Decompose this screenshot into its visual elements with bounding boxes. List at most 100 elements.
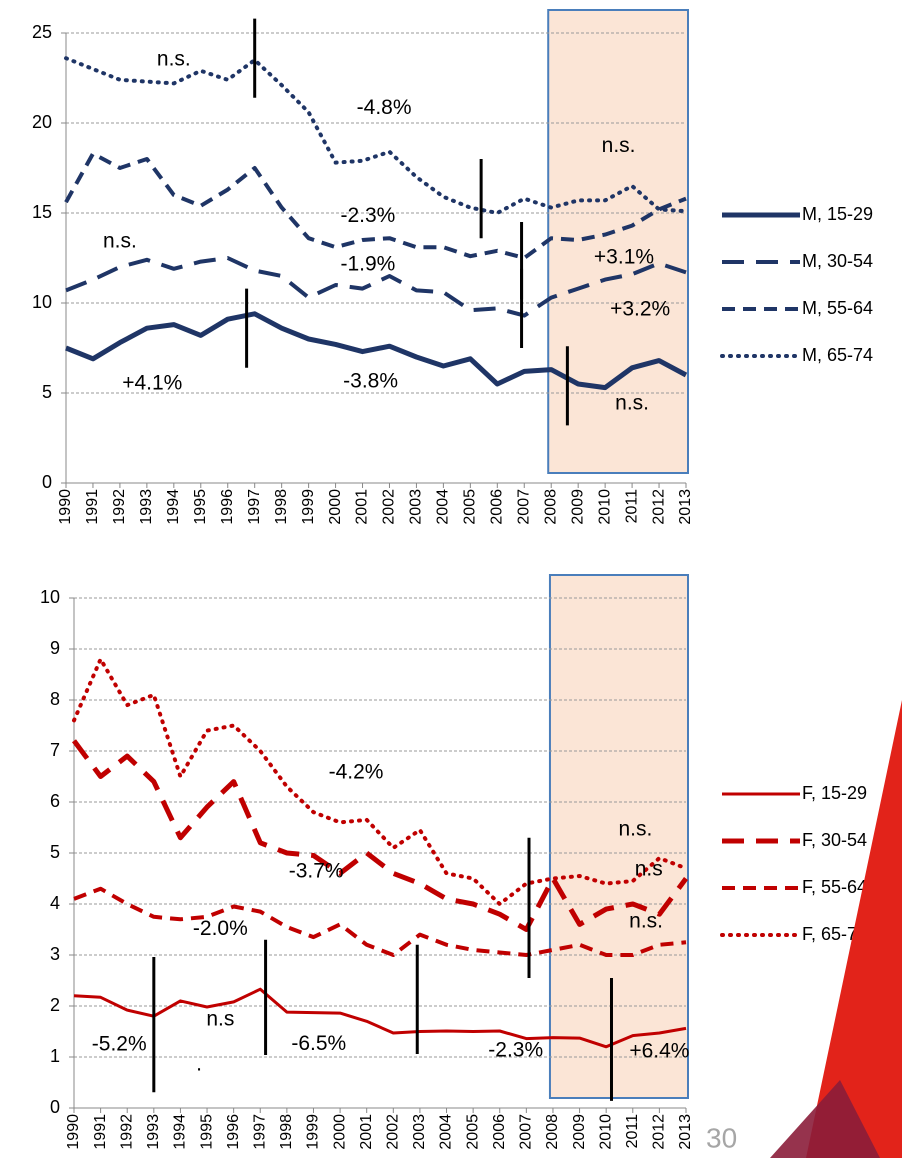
x-tick-label: 2007 (518, 1114, 535, 1150)
annotation: -2.3% (340, 204, 395, 227)
x-tick-label: 2004 (438, 1114, 455, 1150)
x-tick-label: 2000 (331, 1114, 348, 1150)
x-tick-label: 1997 (246, 489, 263, 525)
annotation: -1.9% (340, 253, 395, 276)
decoration (770, 1080, 880, 1158)
highlight-region (548, 574, 690, 1099)
legend-label: M, 55-64 (802, 298, 873, 318)
annotation: -4.2% (329, 760, 384, 783)
annotation: -5.2% (92, 1032, 147, 1055)
x-tick-label: 2013 (677, 1114, 694, 1150)
y-tick-label: 5 (42, 382, 52, 402)
x-tick-label: 1990 (57, 489, 74, 525)
legend-label: F, 65-74 (802, 924, 867, 944)
x-tick-label: 1991 (84, 489, 101, 525)
annotation: -3.7% (289, 859, 344, 882)
x-tick-label: 2005 (462, 489, 479, 525)
annotation: +6.4% (629, 1039, 689, 1062)
x-tick-label: 2004 (435, 489, 452, 525)
decoration (806, 700, 902, 1158)
x-tick-label: 1990 (65, 1114, 82, 1150)
x-tick-label: 1998 (278, 1114, 295, 1150)
x-tick-label: 2005 (464, 1114, 481, 1150)
x-tick-label: 2003 (411, 1114, 428, 1150)
x-tick-label: 1996 (225, 1114, 242, 1150)
x-tick-label: 2009 (569, 489, 586, 525)
legend-label: F, 30-54 (802, 830, 867, 850)
x-tick-label: 2010 (596, 489, 613, 525)
annotation: n.s (635, 857, 663, 880)
x-tick-label: 1999 (300, 489, 317, 525)
x-tick-label: 2012 (651, 1114, 668, 1150)
y-tick-label: 10 (40, 587, 60, 607)
series-line (73, 987, 687, 1049)
x-tick-label: 1996 (219, 489, 236, 525)
y-tick-label: 15 (32, 202, 52, 222)
legend-label: M, 15-29 (802, 204, 873, 224)
x-tick-label: 2000 (327, 489, 344, 525)
y-tick-label: 1 (50, 1046, 60, 1066)
x-tick-label: 2002 (385, 1114, 402, 1150)
y-tick-label: 4 (50, 893, 60, 913)
x-tick-label: 2006 (489, 489, 506, 525)
series-line (64, 151, 687, 260)
y-tick-label: 6 (50, 791, 60, 811)
y-tick-label: 8 (50, 689, 60, 709)
y-tick-label: 25 (32, 22, 52, 42)
annotation: -4.8% (357, 96, 412, 119)
y-tick-label: 5 (50, 842, 60, 862)
annotation: -3.8% (343, 370, 398, 393)
x-tick-label: 1998 (273, 489, 290, 525)
annotation: +3.1% (594, 246, 654, 269)
annotation: n.s. (602, 134, 636, 157)
x-tick-label: 2001 (354, 489, 371, 525)
y-tick-label: 9 (50, 638, 60, 658)
annotation: n.s. (629, 909, 663, 932)
x-tick-label: 2013 (677, 489, 694, 525)
legend-label: M, 30-54 (802, 251, 873, 271)
x-tick-label: 2007 (515, 489, 532, 525)
annotation: -2.3% (488, 1038, 543, 1061)
annotation: +4.1% (122, 372, 182, 395)
x-tick-label: 1992 (118, 1114, 135, 1150)
y-tick-label: 3 (50, 944, 60, 964)
annotation: n.s. (157, 48, 191, 71)
x-tick-label: 1991 (92, 1114, 109, 1150)
x-tick-label: 2010 (597, 1114, 614, 1150)
legend-label: M, 65-74 (802, 345, 873, 365)
series-line (64, 56, 688, 215)
y-tick-label: 10 (32, 292, 52, 312)
series-line (71, 739, 689, 932)
y-tick-label: 0 (50, 1097, 60, 1117)
x-tick-label: 2011 (623, 489, 640, 524)
x-tick-label: 1993 (145, 1114, 162, 1150)
series-line (65, 256, 687, 318)
x-tick-label: 2012 (650, 489, 667, 525)
series-line (73, 886, 687, 957)
x-tick-label: 1995 (192, 489, 209, 525)
y-tick-label: 2 (50, 995, 60, 1015)
page-number: 30 (706, 1122, 737, 1153)
y-tick-label: 20 (32, 112, 52, 132)
annotation: +3.2% (610, 298, 670, 321)
x-tick-label: 2011 (624, 1114, 641, 1149)
series-line (65, 311, 688, 391)
x-tick-label: 1997 (251, 1114, 268, 1150)
annotation: . (196, 1053, 202, 1076)
x-tick-label: 2008 (542, 489, 559, 525)
annotation: n.s (206, 1007, 234, 1030)
x-tick-label: 2006 (491, 1114, 508, 1150)
chart: 0 1 2 3 4 5 6 7 8 9 10 1990 1991 1992 1993 1994 1995 1996… (40, 574, 867, 1150)
legend-label: F, 15-29 (802, 783, 867, 803)
annotation: -2.0% (193, 917, 248, 940)
x-tick-label: 2002 (381, 489, 398, 525)
chart: 0 5 10 15 20 25 1990 1991 1992 1993 1994 1995 1996 19… (32, 9, 873, 525)
legend-label: F, 55-64 (802, 877, 867, 897)
x-tick-label: 2009 (571, 1114, 588, 1150)
annotation: n.s. (615, 391, 649, 414)
y-tick-label: 0 (42, 472, 52, 492)
x-tick-label: 2001 (358, 1114, 375, 1150)
annotation: -6.5% (291, 1032, 346, 1055)
y-tick-label: 7 (50, 740, 60, 760)
